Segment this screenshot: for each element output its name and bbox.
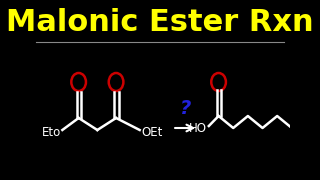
- Text: OEt: OEt: [141, 125, 163, 138]
- Text: ?: ?: [180, 98, 191, 118]
- Text: HO: HO: [189, 122, 207, 134]
- Text: Eto: Eto: [42, 125, 61, 138]
- Text: Malonic Ester Rxn: Malonic Ester Rxn: [6, 8, 314, 37]
